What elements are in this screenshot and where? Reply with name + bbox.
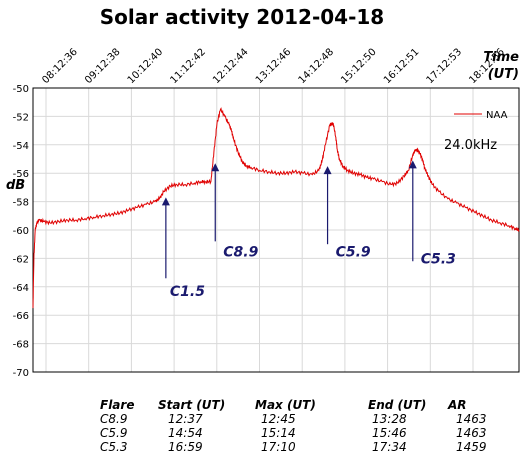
x-tick-label: 15:12:50	[339, 47, 379, 87]
x-tick-label: 16:12:51	[382, 47, 422, 87]
flare-annotations: C1.5 C8.9 C5.9 C5.3	[161, 160, 456, 300]
x-tick-label: 08:12:36	[40, 47, 80, 87]
x-axis-label-unit: (UT)	[488, 67, 519, 82]
chart-title: Solar activity 2012-04-18	[100, 5, 384, 29]
flare-arrow-head	[408, 160, 417, 169]
legend-label: NAA	[486, 110, 508, 121]
x-axis-label-time: Time	[483, 50, 519, 65]
x-tick-label: 10:12:40	[126, 47, 166, 87]
y-tick-label: -68	[13, 340, 29, 351]
y-tick-label: -66	[13, 311, 29, 322]
y-tick-label: -58	[13, 198, 29, 209]
table-cell: 16:59	[168, 440, 203, 453]
x-tick-label: 12:12:44	[211, 47, 251, 87]
flare-table: Flare Start (UT) Max (UT) End (UT) AR C8.9 12:…	[100, 398, 487, 453]
x-tick-label: 09:12:38	[83, 47, 123, 87]
y-tick-label: -52	[13, 112, 29, 123]
y-tick-label: -50	[13, 84, 29, 95]
table-header: AR	[447, 398, 467, 412]
table-cell: 13:28	[372, 412, 407, 426]
flare-arrow-head	[161, 197, 170, 206]
x-tick-label: 11:12:42	[168, 47, 208, 87]
table-cell: C5.9	[100, 426, 127, 440]
frequency-label: 24.0kHz	[444, 138, 497, 153]
y-tick-label: -64	[13, 283, 29, 294]
y-tick-label: -54	[13, 141, 29, 152]
x-tick-label: 14:12:48	[297, 47, 337, 87]
table-cell: 1459	[456, 440, 487, 453]
y-tick-label: -62	[13, 254, 29, 265]
table-header: Flare	[100, 398, 134, 412]
table-cell: 14:54	[168, 426, 203, 440]
table-cell: 12:45	[261, 412, 296, 426]
table-cell: 1463	[456, 412, 487, 426]
table-cell: 17:34	[372, 440, 407, 453]
x-tick-label: 13:12:46	[254, 47, 294, 87]
table-cell: 17:10	[261, 440, 296, 453]
series-line-naa	[32, 107, 520, 309]
series-layer	[32, 107, 520, 309]
flare-arrow-head	[211, 163, 220, 172]
flare-label: C5.9	[336, 244, 371, 260]
x-tick-labels: 08:12:36 09:12:38 10:12:40 11:12:42 12:12:44…	[40, 47, 507, 87]
flare-label: C1.5	[170, 284, 205, 300]
table-header: Start (UT)	[158, 398, 225, 412]
table-cell: 1463	[456, 426, 487, 440]
table-header: End (UT)	[368, 398, 426, 412]
table-cell: 15:46	[372, 426, 407, 440]
y-tick-labels: -50 -52 -54 -56 -58 -60 -62 -64 -66 -68 -70	[13, 84, 29, 379]
table-cell: C5.3	[100, 440, 127, 453]
y-tick-label: -70	[13, 368, 29, 379]
x-tick-label: 17:12:53	[425, 47, 465, 87]
table-cell: 15:14	[261, 426, 296, 440]
y-axis-label: dB	[6, 178, 25, 193]
table-header: Max (UT)	[255, 398, 316, 412]
legend: NAA	[454, 110, 508, 121]
grid	[33, 87, 519, 373]
table-cell: 12:37	[168, 412, 203, 426]
flare-label: C8.9	[223, 244, 258, 260]
flare-arrow-head	[323, 166, 332, 175]
y-tick-label: -56	[13, 169, 29, 180]
flare-label: C5.3	[421, 251, 456, 267]
table-cell: C8.9	[100, 412, 127, 426]
y-tick-label: -60	[13, 226, 29, 237]
